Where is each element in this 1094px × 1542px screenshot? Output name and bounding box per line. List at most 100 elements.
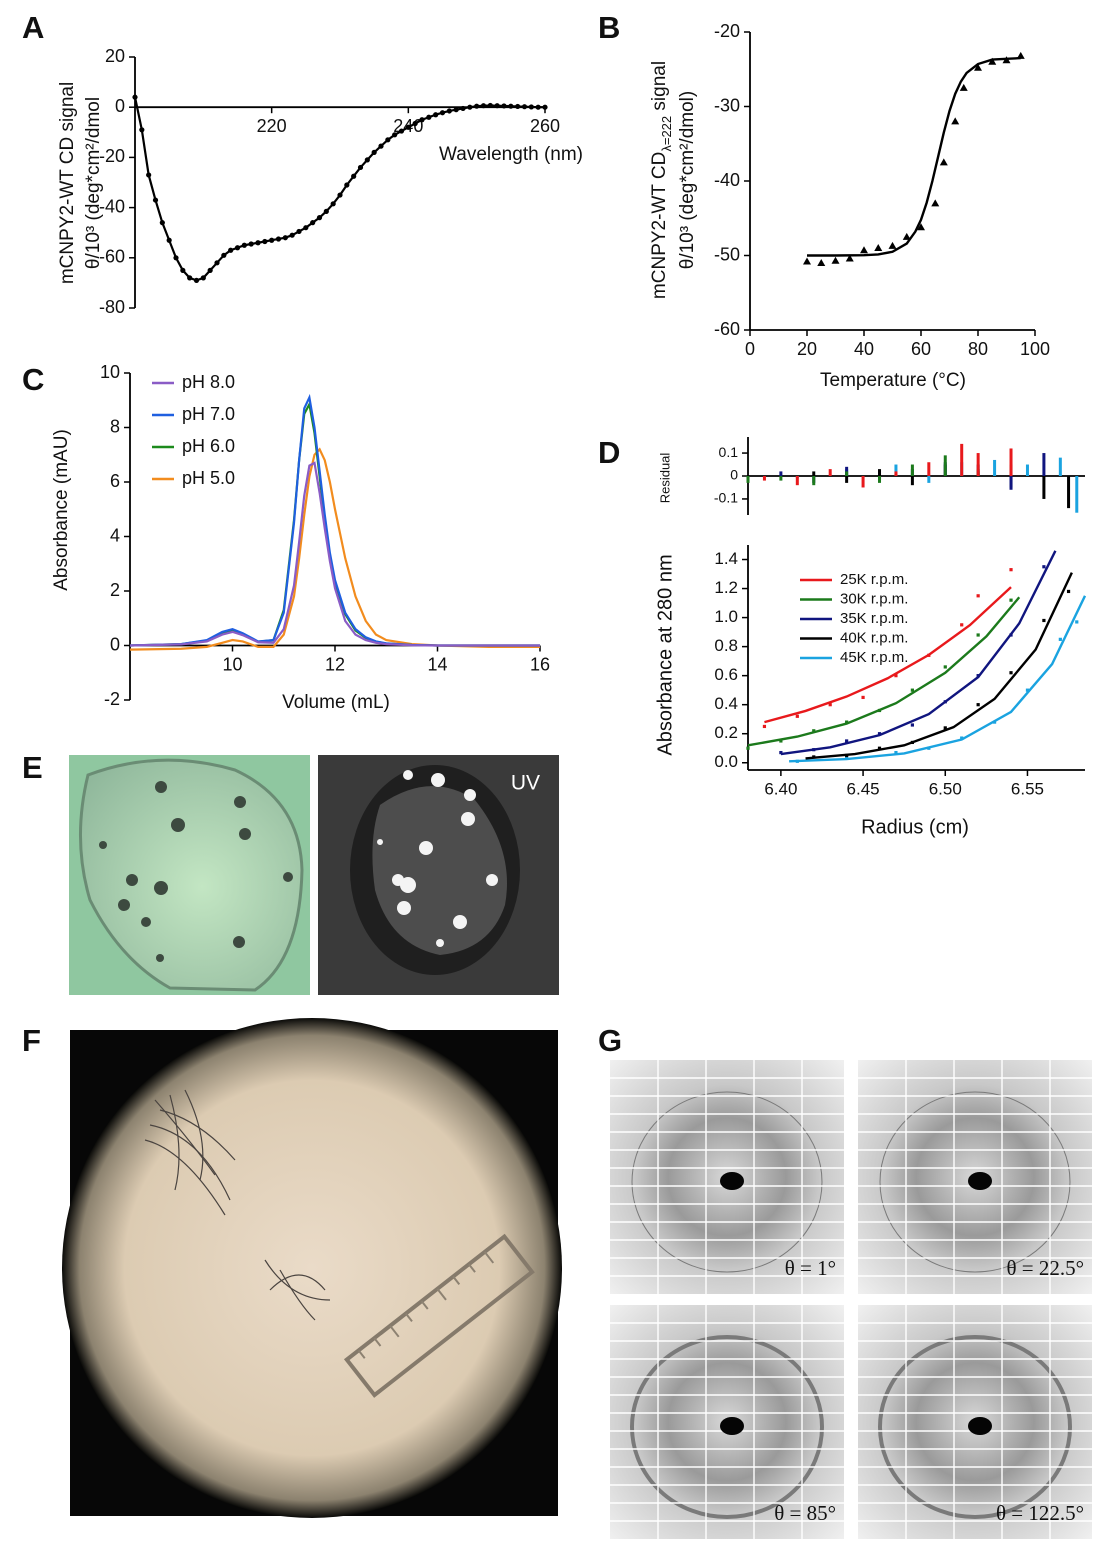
y-label-part: mCNPY2-WT CD xyxy=(649,152,670,299)
residual-bar xyxy=(993,459,997,476)
data-point xyxy=(976,703,980,707)
data-point xyxy=(746,746,750,750)
data-point xyxy=(877,746,882,750)
data-point xyxy=(173,255,179,261)
residual-bar xyxy=(812,471,816,476)
data-point xyxy=(412,120,418,127)
data-point xyxy=(221,252,227,258)
x-tick-label: 100 xyxy=(1020,339,1050,359)
data-point xyxy=(392,132,398,138)
y-tick-label: 0.4 xyxy=(714,694,738,713)
panel-letter: C xyxy=(22,362,44,397)
panel-letter: E xyxy=(22,750,43,785)
x-tick-label: 40 xyxy=(854,339,874,359)
data-point xyxy=(159,220,165,226)
data-point xyxy=(378,143,384,149)
legend-label: pH 6.0 xyxy=(182,436,235,456)
residual-bar xyxy=(960,443,964,476)
data-point xyxy=(487,102,493,109)
data-point xyxy=(812,748,816,752)
data-point xyxy=(439,110,446,116)
data-point xyxy=(303,225,309,231)
data-point xyxy=(817,258,826,266)
data-line xyxy=(129,447,540,651)
uv-label: UV xyxy=(511,772,540,795)
data-point xyxy=(371,149,377,155)
x-tick-label: 60 xyxy=(911,339,931,359)
data-point xyxy=(289,232,295,238)
data-point xyxy=(275,236,282,242)
y-tick-label: 0 xyxy=(730,467,738,483)
data-line xyxy=(129,461,540,647)
data-point xyxy=(1009,598,1013,602)
data-point xyxy=(1009,633,1013,637)
x-tick-label: 6.50 xyxy=(929,779,962,798)
residual-bar xyxy=(894,464,898,476)
y-tick-label: -40 xyxy=(714,170,740,190)
data-point xyxy=(917,223,925,231)
data-point xyxy=(888,241,897,249)
beam-stop xyxy=(968,1417,992,1435)
photo-e-uv: UV xyxy=(318,755,559,995)
data-point xyxy=(795,759,799,763)
legend-label: pH 7.0 xyxy=(182,404,235,424)
data-point xyxy=(795,714,799,718)
residual-bar xyxy=(910,476,914,486)
data-point xyxy=(1042,618,1046,623)
residual-bar xyxy=(812,476,816,486)
residual-bar xyxy=(910,464,914,476)
data-point xyxy=(803,257,811,265)
data-point xyxy=(992,720,997,724)
residual-bar xyxy=(762,476,766,481)
y-tick-label: 0 xyxy=(110,634,120,654)
y-axis-label: mCNPY2-WT CDλ=222 signal xyxy=(649,61,674,299)
legend-label: 35K r.p.m. xyxy=(840,610,908,627)
data-point xyxy=(828,703,832,707)
x-tick-label: 6.55 xyxy=(1011,779,1044,798)
y-tick-label: 0.8 xyxy=(714,636,738,655)
y-tick-label: 0.2 xyxy=(714,723,738,742)
data-point xyxy=(877,732,882,736)
chart: 0.1 0 -0.1 Residual xyxy=(657,437,1085,515)
x-tick-label: 12 xyxy=(325,654,345,674)
data-point xyxy=(877,708,882,713)
diffraction-angle: θ = 85° xyxy=(774,1501,836,1525)
data-point xyxy=(453,107,459,113)
data-point xyxy=(323,208,329,214)
data-point xyxy=(234,245,241,251)
residual-bar xyxy=(845,471,849,476)
data-point xyxy=(960,623,964,627)
y-axis-label: θ/10³ (deg*cm²/dmol xyxy=(83,97,104,269)
residual-bar xyxy=(976,453,980,476)
data-point xyxy=(951,117,960,125)
x-tick-label: 10 xyxy=(222,654,242,674)
data-point xyxy=(976,674,980,678)
data-point xyxy=(152,197,159,203)
data-point xyxy=(959,83,968,91)
data-point xyxy=(1002,56,1011,64)
data-line xyxy=(129,393,540,647)
residual-bar xyxy=(927,476,931,483)
chart: 200-20-40-60-80220240260Wavelength (nm)m… xyxy=(57,46,583,317)
data-point xyxy=(845,720,849,724)
diffraction-images: θ = 1° θ = 22.5° θ = 85° θ = 122.5° xyxy=(610,1060,1092,1539)
beam-stop xyxy=(720,1417,744,1435)
residual-bar xyxy=(1009,476,1013,490)
y-tick-label: -20 xyxy=(714,21,740,41)
y-tick-label: -20 xyxy=(99,146,125,166)
data-point xyxy=(1009,568,1013,572)
data-point xyxy=(902,232,911,240)
residual-bar xyxy=(779,476,783,481)
data-point xyxy=(330,201,336,207)
diffraction-angle: θ = 22.5° xyxy=(1006,1256,1084,1280)
residual-bar xyxy=(746,476,750,483)
y-axis-label: Absorbance (mAU) xyxy=(51,429,72,591)
x-tick-label: 220 xyxy=(257,116,287,136)
data-point xyxy=(200,275,206,281)
data-point xyxy=(894,674,898,678)
data-point xyxy=(316,215,323,221)
legend-label: 25K r.p.m. xyxy=(840,571,908,588)
data-point xyxy=(988,57,997,65)
y-axis-label: Residual xyxy=(657,453,672,504)
data-point xyxy=(976,594,980,598)
